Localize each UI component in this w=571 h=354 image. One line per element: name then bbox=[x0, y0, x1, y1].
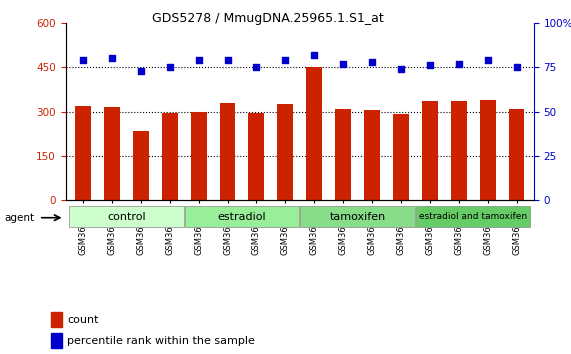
Text: estradiol: estradiol bbox=[218, 212, 266, 222]
Bar bbox=[509, 109, 525, 200]
Bar bbox=[335, 109, 351, 200]
Point bbox=[339, 61, 348, 67]
Point bbox=[309, 52, 319, 58]
Point bbox=[107, 56, 116, 61]
Bar bbox=[162, 113, 178, 200]
Point bbox=[454, 61, 463, 67]
Bar bbox=[364, 110, 380, 200]
Bar bbox=[51, 333, 62, 348]
Bar bbox=[393, 114, 409, 200]
Text: percentile rank within the sample: percentile rank within the sample bbox=[67, 336, 255, 346]
FancyBboxPatch shape bbox=[300, 206, 415, 227]
Point bbox=[425, 63, 435, 68]
Text: estradiol and tamoxifen: estradiol and tamoxifen bbox=[419, 212, 527, 221]
Bar bbox=[480, 100, 496, 200]
Bar bbox=[104, 107, 120, 200]
Point bbox=[252, 64, 261, 70]
Bar bbox=[248, 113, 264, 200]
Bar bbox=[191, 112, 207, 200]
Point bbox=[78, 57, 87, 63]
Point bbox=[165, 64, 174, 70]
Text: count: count bbox=[67, 315, 99, 325]
Point bbox=[194, 57, 203, 63]
FancyBboxPatch shape bbox=[416, 206, 530, 227]
Text: tamoxifen: tamoxifen bbox=[329, 212, 385, 222]
Bar bbox=[422, 101, 438, 200]
Point bbox=[483, 57, 492, 63]
Bar bbox=[133, 131, 149, 200]
Point bbox=[136, 68, 146, 74]
Text: control: control bbox=[107, 212, 146, 222]
Text: agent: agent bbox=[5, 213, 35, 223]
Point bbox=[281, 57, 290, 63]
Point bbox=[512, 64, 521, 70]
Bar bbox=[306, 67, 322, 200]
Bar bbox=[51, 312, 62, 327]
FancyBboxPatch shape bbox=[69, 206, 184, 227]
Bar bbox=[278, 104, 293, 200]
Bar bbox=[75, 105, 91, 200]
Bar bbox=[451, 101, 467, 200]
Text: GDS5278 / MmugDNA.25965.1.S1_at: GDS5278 / MmugDNA.25965.1.S1_at bbox=[152, 12, 384, 25]
Point bbox=[223, 57, 232, 63]
Point bbox=[368, 59, 377, 65]
FancyBboxPatch shape bbox=[185, 206, 299, 227]
Point bbox=[396, 66, 405, 72]
Bar bbox=[220, 103, 235, 200]
